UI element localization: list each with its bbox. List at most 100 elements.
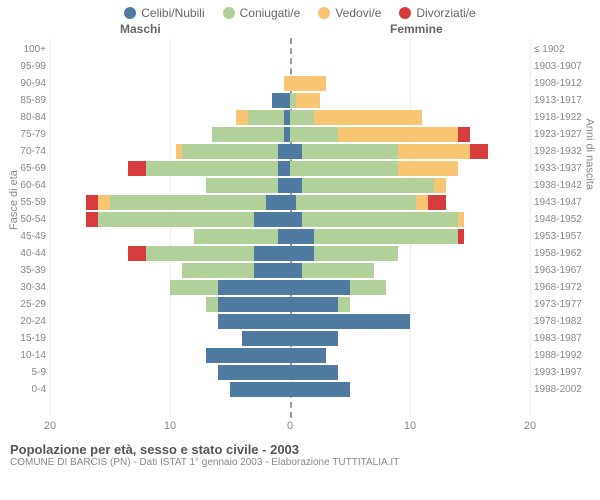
bar-female (290, 229, 464, 244)
bar-male (194, 229, 290, 244)
bar-segment (266, 195, 290, 210)
y-tick-age: 60-64 (6, 181, 46, 191)
bar-segment (146, 161, 278, 176)
y-tick-birth: 1903-1907 (534, 62, 598, 72)
bar-segment (146, 246, 254, 261)
bar-segment (350, 280, 386, 295)
bar-segment (290, 280, 350, 295)
header-female: Femmine (390, 22, 443, 36)
y-tick-birth: 1928-1932 (534, 147, 598, 157)
bar-segment (206, 348, 290, 363)
x-tick: 20 (44, 420, 56, 432)
legend-label: Divorziati/e (416, 6, 475, 20)
bar-male (86, 212, 290, 227)
data-row (50, 93, 530, 108)
bar-segment (302, 144, 398, 159)
bar-segment (128, 161, 146, 176)
gender-headers: Maschi Femmine (0, 20, 600, 38)
bar-segment (290, 127, 338, 142)
y-tick-birth: 1983-1987 (534, 334, 598, 344)
bar-female (290, 93, 320, 108)
bar-segment (272, 93, 290, 108)
bar-female (290, 195, 446, 210)
bar-segment (302, 178, 434, 193)
bar-male (242, 331, 290, 346)
bar-segment (314, 246, 398, 261)
bar-female (290, 127, 470, 142)
data-row (50, 314, 530, 329)
bar-segment (218, 365, 290, 380)
bar-female (290, 212, 464, 227)
x-tick: 0 (287, 420, 293, 432)
bar-segment (278, 144, 290, 159)
bar-segment (458, 127, 470, 142)
bar-male (206, 297, 290, 312)
bar-female (290, 144, 488, 159)
bar-male (206, 178, 290, 193)
chart-container: Celibi/NubiliConiugati/eVedovi/eDivorzia… (0, 0, 600, 500)
bar-segment (230, 382, 290, 397)
y-tick-birth: 1953-1957 (534, 232, 598, 242)
header-male: Maschi (120, 22, 161, 36)
data-row (50, 365, 530, 380)
bar-segment (290, 331, 338, 346)
gridline (530, 38, 531, 418)
bar-segment (290, 263, 302, 278)
bar-female (290, 314, 410, 329)
bar-male (218, 314, 290, 329)
y-tick-age: 75-79 (6, 130, 46, 140)
bar-segment (290, 178, 302, 193)
bar-segment (290, 297, 338, 312)
y-tick-age: 100+ (6, 45, 46, 55)
x-tick: 10 (404, 420, 416, 432)
bar-segment (338, 127, 458, 142)
chart-area: 100+≤ 190295-991903-190790-941908-191285… (50, 38, 530, 418)
y-tick-age: 95-99 (6, 62, 46, 72)
y-tick-age: 10-14 (6, 351, 46, 361)
bar-segment (194, 229, 278, 244)
legend-item: Divorziati/e (399, 6, 475, 20)
bar-segment (296, 195, 416, 210)
bar-segment (218, 280, 290, 295)
bar-male (230, 382, 290, 397)
bar-segment (98, 195, 110, 210)
bar-segment (290, 314, 410, 329)
y-tick-age: 0-4 (6, 385, 46, 395)
bar-segment (296, 93, 320, 108)
y-tick-birth: 1968-1972 (534, 283, 598, 293)
legend-swatch (223, 7, 235, 19)
x-tick: 20 (524, 420, 536, 432)
data-row (50, 246, 530, 261)
legend-item: Celibi/Nubili (124, 6, 204, 20)
y-tick-birth: 1963-1967 (534, 266, 598, 276)
legend-swatch (124, 7, 136, 19)
data-row (50, 76, 530, 91)
y-tick-birth: 1933-1937 (534, 164, 598, 174)
bar-female (290, 382, 350, 397)
bar-segment (86, 195, 98, 210)
bar-segment (98, 212, 254, 227)
y-tick-age: 90-94 (6, 79, 46, 89)
bar-male (170, 280, 290, 295)
bar-segment (290, 161, 398, 176)
bar-male (176, 144, 290, 159)
data-row (50, 382, 530, 397)
y-tick-age: 20-24 (6, 317, 46, 327)
data-row (50, 59, 530, 74)
data-row (50, 178, 530, 193)
bar-segment (128, 246, 146, 261)
y-tick-birth: 1943-1947 (534, 198, 598, 208)
bar-female (290, 161, 458, 176)
bar-segment (110, 195, 266, 210)
data-row (50, 42, 530, 57)
bar-segment (206, 178, 278, 193)
bar-segment (236, 110, 248, 125)
data-row (50, 263, 530, 278)
y-tick-birth: 1908-1912 (534, 79, 598, 89)
data-row (50, 110, 530, 125)
bar-segment (278, 229, 290, 244)
bar-segment (254, 263, 290, 278)
y-tick-birth: 1918-1922 (534, 113, 598, 123)
footer-title: Popolazione per età, sesso e stato civil… (10, 442, 590, 457)
legend-item: Coniugati/e (223, 6, 301, 20)
